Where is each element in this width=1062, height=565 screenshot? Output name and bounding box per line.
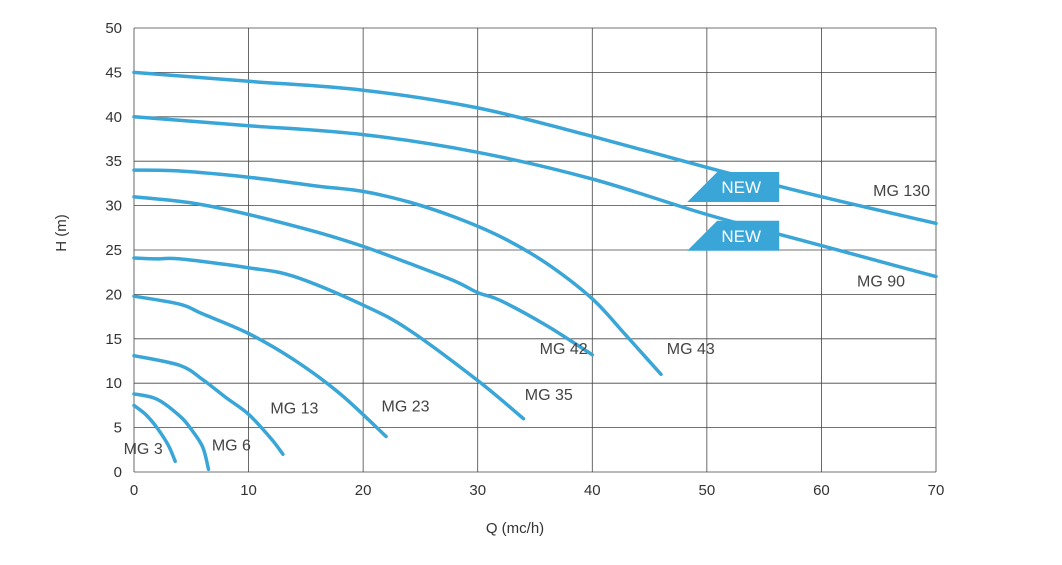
y-tick-label: 0: [114, 464, 122, 481]
x-tick-label: 0: [130, 482, 138, 499]
x-tick-label: 70: [928, 482, 945, 499]
curve-mg-90: [132, 115, 938, 279]
x-axis-title: Q (mc/h): [486, 520, 544, 537]
axis-ticks: 0 10 20 30 40 50 60 70 0 5 10 15 20 25 30 35 40 45 50: [105, 20, 944, 499]
new-badge: NEW: [687, 171, 780, 202]
y-tick-label: 50: [105, 20, 122, 37]
curve-mg-3: [132, 403, 177, 464]
label-mg-6: MG 6: [212, 438, 251, 455]
y-tick-label: 10: [105, 375, 122, 392]
y-tick-label: 30: [105, 198, 122, 215]
x-tick-label: 10: [240, 482, 257, 499]
curve-mg-6: [132, 392, 211, 472]
y-tick-label: 15: [105, 331, 122, 348]
y-tick-label: 20: [105, 286, 122, 303]
label-mg-43: MG 43: [667, 341, 715, 358]
label-mg-23: MG 23: [382, 399, 430, 416]
curve-mg-13: [132, 353, 285, 456]
label-mg-130: MG 130: [873, 183, 930, 200]
new-badge-text: NEW: [721, 227, 761, 246]
curve-mg-130: [132, 70, 938, 226]
new-badge-shape: [687, 220, 780, 251]
curve-mg-43: [132, 168, 663, 377]
x-tick-label: 50: [699, 482, 716, 499]
label-mg-35: MG 35: [525, 387, 573, 404]
new-badge-text: NEW: [721, 178, 761, 197]
y-tick-label: 45: [105, 64, 122, 81]
y-axis-title: H (m): [53, 214, 70, 252]
x-tick-label: 30: [469, 482, 486, 499]
curve-mg-42: [132, 194, 595, 357]
curve-mg-23: [132, 294, 388, 439]
label-mg-13: MG 13: [270, 400, 318, 417]
x-tick-label: 20: [355, 482, 372, 499]
y-tick-label: 25: [105, 242, 122, 259]
y-tick-label: 40: [105, 109, 122, 126]
new-badge: NEW: [687, 220, 780, 251]
new-badges: NEW NEW: [687, 171, 780, 251]
curve-labels: MG 3 MG 6 MG 13 MG 23 MG 35 MG 42 MG 43 MG 90 MG…: [124, 183, 931, 458]
label-mg-42: MG 42: [540, 341, 588, 358]
chart-curves: [132, 70, 938, 472]
y-tick-label: 5: [114, 420, 122, 437]
new-badge-shape: [687, 171, 780, 202]
x-tick-label: 40: [584, 482, 601, 499]
label-mg-3: MG 3: [124, 441, 163, 458]
x-tick-label: 60: [813, 482, 830, 499]
chart-grid: [133, 27, 937, 473]
label-mg-90: MG 90: [857, 273, 905, 290]
y-tick-label: 35: [105, 153, 122, 170]
curve-mg-35: [132, 256, 526, 421]
